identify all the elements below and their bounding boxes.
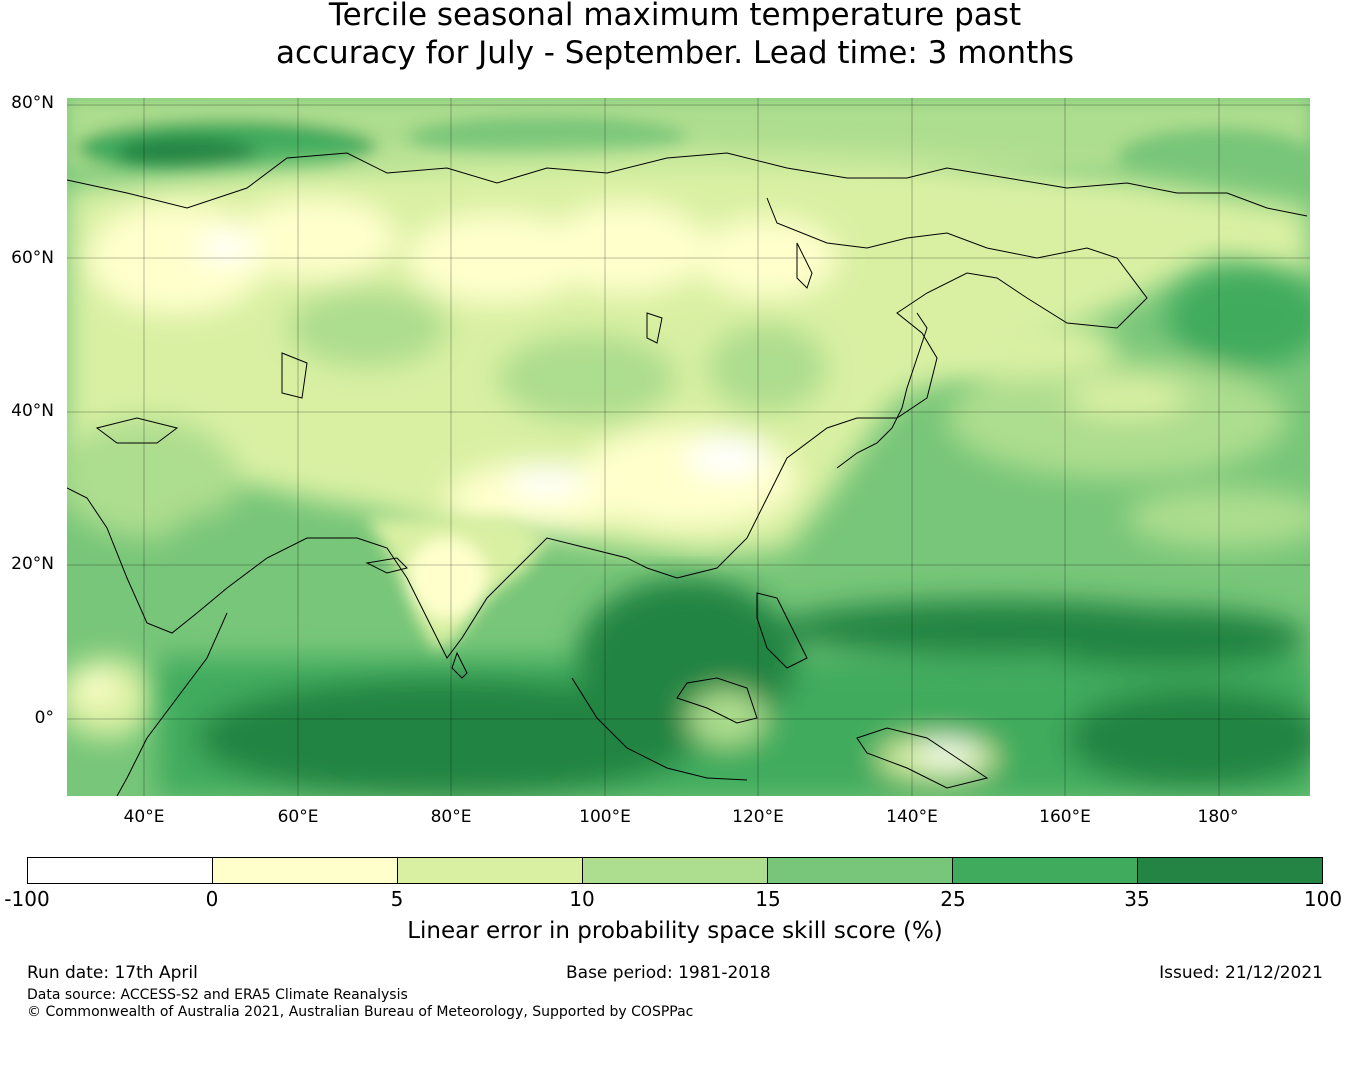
colorbar bbox=[27, 857, 1323, 884]
lon-label-160e: 160°E bbox=[1039, 807, 1091, 827]
colorbar-segment-3 bbox=[398, 858, 583, 883]
lon-label-80e: 80°E bbox=[430, 807, 472, 827]
lon-label-60e: 60°E bbox=[277, 807, 319, 827]
colorbar-tick: -100 bbox=[4, 887, 50, 911]
copyright: © Commonwealth of Australia 2021, Austra… bbox=[27, 1004, 694, 1020]
skill-map bbox=[67, 98, 1310, 796]
colorbar-segment-6 bbox=[953, 858, 1138, 883]
colorbar-tick: 25 bbox=[940, 887, 966, 911]
lat-label-40n: 40°N bbox=[11, 401, 54, 421]
title-line-1: Tercile seasonal maximum temperature pas… bbox=[328, 0, 1022, 33]
run-date: Run date: 17th April bbox=[27, 963, 198, 983]
colorbar-tick: 15 bbox=[755, 887, 781, 911]
colorbar-tick: 5 bbox=[390, 887, 404, 911]
colorbar-tick: 35 bbox=[1124, 887, 1150, 911]
colorbar-segment-1 bbox=[28, 858, 213, 883]
colorbar-tick: 10 bbox=[569, 887, 595, 911]
arabia-skill-region bbox=[67, 418, 317, 738]
map-svg bbox=[67, 98, 1310, 796]
title-line-2: accuracy for July - September. Lead time… bbox=[275, 35, 1075, 71]
arctic-skill-region bbox=[67, 98, 1310, 188]
tropical-high-skill-region bbox=[157, 578, 1310, 796]
colorbar-tick: 100 bbox=[1303, 887, 1343, 911]
lat-label-80n: 80°N bbox=[11, 93, 54, 113]
lat-label-0: 0° bbox=[34, 708, 54, 728]
lon-label-40e: 40°E bbox=[123, 807, 165, 827]
lat-label-20n: 20°N bbox=[11, 554, 54, 574]
eurasia-low-skill-region bbox=[67, 153, 1310, 558]
colorbar-segment-4 bbox=[583, 858, 768, 883]
data-source: Data source: ACCESS-S2 and ERA5 Climate … bbox=[27, 987, 408, 1003]
chart-title: Tercile seasonal maximum temperature pas… bbox=[0, 0, 1350, 72]
colorbar-tick: 0 bbox=[205, 887, 219, 911]
issued-date: Issued: 21/12/2021 bbox=[1159, 963, 1323, 983]
colorbar-segment-5 bbox=[768, 858, 953, 883]
colorbar-label: Linear error in probability space skill … bbox=[407, 918, 943, 944]
colorbar-segment-7 bbox=[1138, 858, 1322, 883]
graticule bbox=[67, 98, 1310, 796]
india-skill-region bbox=[367, 518, 547, 658]
lon-label-100e: 100°E bbox=[579, 807, 631, 827]
coastlines bbox=[67, 152, 1308, 796]
lat-label-60n: 60°N bbox=[11, 248, 54, 268]
north-pacific-skill-region bbox=[917, 268, 1310, 548]
lon-label-140e: 140°E bbox=[886, 807, 938, 827]
lon-label-120e: 120°E bbox=[732, 807, 784, 827]
lon-label-180: 180° bbox=[1197, 807, 1239, 827]
colorbar-segment-2 bbox=[213, 858, 398, 883]
base-period: Base period: 1981-2018 bbox=[566, 963, 771, 983]
